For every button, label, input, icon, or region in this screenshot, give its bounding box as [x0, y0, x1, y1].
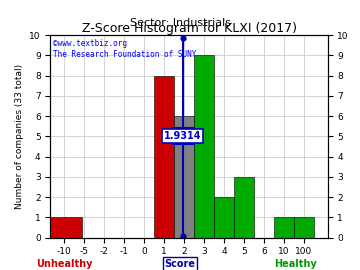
Text: Healthy: Healthy — [274, 259, 316, 269]
Text: ©www.textbiz.org
The Research Foundation of SUNY: ©www.textbiz.org The Research Foundation… — [53, 39, 197, 59]
Text: Sector: Industrials: Sector: Industrials — [130, 18, 230, 28]
Bar — [274, 217, 294, 238]
Bar — [234, 177, 254, 238]
Text: Score: Score — [165, 259, 195, 269]
Bar — [214, 197, 234, 238]
Title: Z-Score Histogram for KLXI (2017): Z-Score Histogram for KLXI (2017) — [81, 22, 297, 35]
Bar — [154, 76, 174, 238]
Text: Unhealthy: Unhealthy — [37, 259, 93, 269]
Bar — [194, 55, 214, 238]
Y-axis label: Number of companies (33 total): Number of companies (33 total) — [15, 64, 24, 209]
Bar — [294, 217, 314, 238]
Text: 1.9314: 1.9314 — [164, 131, 201, 141]
Bar — [174, 116, 194, 238]
Bar — [46, 217, 82, 238]
